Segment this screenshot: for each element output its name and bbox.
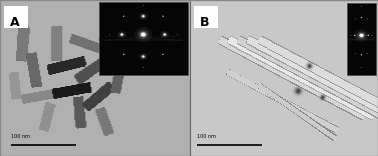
Ellipse shape — [142, 15, 144, 17]
Ellipse shape — [142, 56, 144, 58]
Text: B: B — [200, 16, 210, 29]
Ellipse shape — [139, 53, 148, 60]
Bar — [4, 6, 28, 28]
Ellipse shape — [361, 67, 362, 68]
Ellipse shape — [354, 35, 356, 36]
Ellipse shape — [354, 29, 369, 42]
Ellipse shape — [177, 34, 178, 35]
Ellipse shape — [361, 6, 362, 7]
Ellipse shape — [117, 31, 126, 38]
Ellipse shape — [109, 34, 110, 35]
Bar — [194, 6, 218, 28]
Ellipse shape — [162, 54, 164, 55]
Bar — [347, 3, 376, 75]
Ellipse shape — [367, 35, 369, 36]
Ellipse shape — [359, 33, 364, 38]
Ellipse shape — [351, 35, 352, 36]
Text: 100 nm: 100 nm — [11, 134, 30, 139]
Ellipse shape — [359, 34, 363, 37]
Ellipse shape — [143, 67, 144, 68]
Ellipse shape — [357, 32, 366, 39]
Ellipse shape — [139, 12, 148, 20]
Ellipse shape — [162, 32, 167, 37]
Ellipse shape — [140, 54, 146, 59]
Ellipse shape — [140, 32, 147, 37]
Ellipse shape — [143, 5, 144, 6]
Bar — [99, 2, 188, 75]
Ellipse shape — [163, 33, 166, 36]
Ellipse shape — [134, 27, 152, 42]
Ellipse shape — [119, 32, 125, 37]
Ellipse shape — [141, 55, 145, 58]
Text: 100 nm: 100 nm — [197, 134, 216, 139]
Ellipse shape — [121, 34, 123, 36]
Ellipse shape — [123, 54, 124, 55]
Ellipse shape — [120, 33, 124, 36]
Ellipse shape — [138, 30, 149, 39]
Ellipse shape — [162, 16, 164, 17]
Ellipse shape — [355, 53, 356, 54]
Ellipse shape — [164, 34, 166, 36]
Ellipse shape — [361, 17, 362, 18]
Ellipse shape — [160, 31, 169, 38]
Ellipse shape — [367, 53, 368, 54]
Ellipse shape — [123, 16, 124, 17]
Ellipse shape — [141, 33, 146, 37]
Ellipse shape — [140, 14, 146, 19]
Text: A: A — [10, 16, 20, 29]
Ellipse shape — [361, 54, 362, 55]
Ellipse shape — [141, 15, 145, 18]
